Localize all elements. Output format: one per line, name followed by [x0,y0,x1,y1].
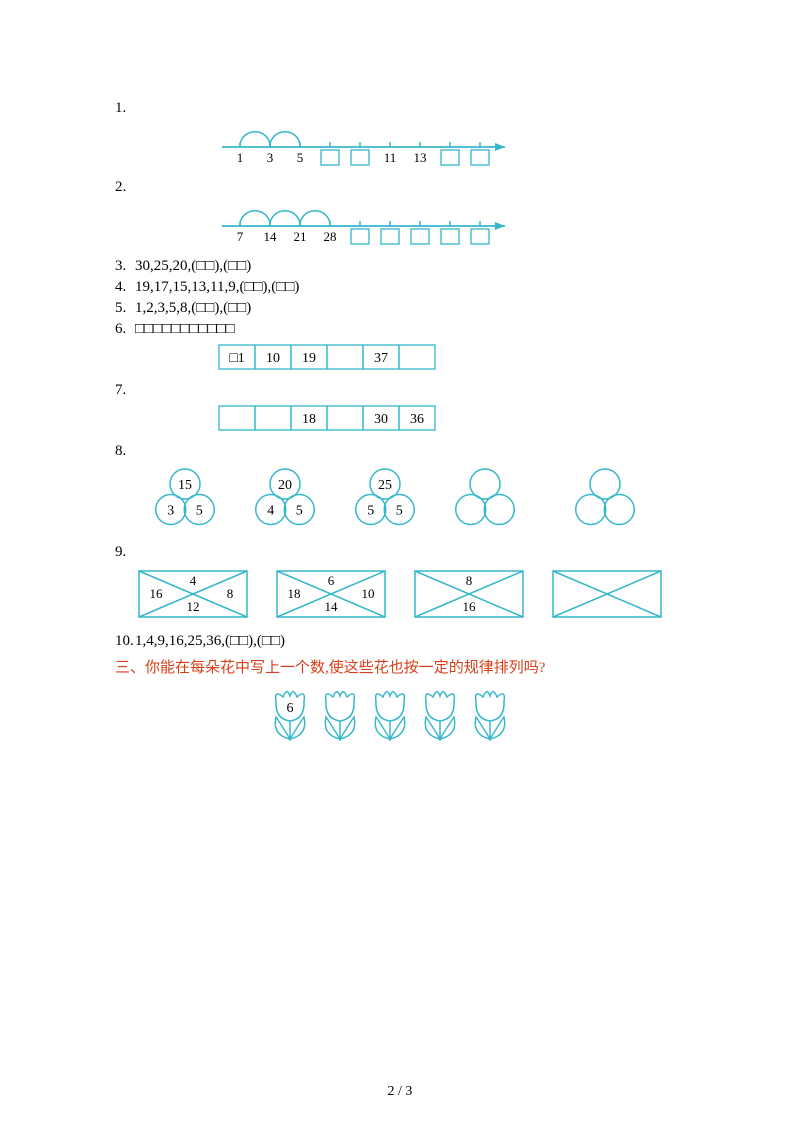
q10-num: 10. [115,633,135,650]
svg-text:□1: □1 [229,351,244,366]
svg-text:28: 28 [324,229,337,244]
svg-text:10: 10 [266,351,280,366]
section3-title: 三、你能在每朵花中写上一个数,使这些花也按一定的规律排列吗? [115,656,685,677]
q1-figure: 1351113 [215,121,685,169]
svg-text:15: 15 [178,478,192,493]
svg-text:11: 11 [384,150,397,165]
svg-text:4: 4 [267,504,274,519]
q6-text: □□□□□□□□□□□ [135,321,685,338]
q8-figure: 153520452555 [145,464,685,536]
q9-row: 9. [115,544,685,561]
svg-text:3: 3 [267,150,274,165]
svg-text:19: 19 [302,351,316,366]
q3-num: 3. [115,258,135,275]
svg-text:10: 10 [362,586,375,601]
q4-text: 19,17,15,13,11,9,(□□),(□□) [135,279,685,296]
svg-text:18: 18 [302,412,316,427]
svg-text:5: 5 [396,504,403,519]
section3-figure: 6 [265,683,685,753]
svg-text:4: 4 [190,573,197,588]
svg-text:12: 12 [187,599,200,614]
q2-num: 2. [115,179,135,196]
q7-figure: 18 30 36 [215,403,685,433]
q4-row: 4. 19,17,15,13,11,9,(□□),(□□) [115,279,685,296]
q2-row: 2. [115,179,685,196]
page-footer: 2 / 3 [0,1084,800,1100]
q1-num: 1. [115,100,135,117]
svg-text:6: 6 [328,573,335,588]
q10-text: 1,4,9,16,25,36,(□□),(□□) [135,633,685,650]
svg-text:21: 21 [294,229,307,244]
svg-text:5: 5 [297,150,304,165]
svg-text:16: 16 [463,599,477,614]
q7-num: 7. [115,382,135,399]
svg-text:20: 20 [278,478,292,493]
svg-text:14: 14 [264,229,278,244]
q4-num: 4. [115,279,135,296]
q9-figure: 4 12 16 8 6 14 18 10 8 16 [133,565,685,625]
q3-text: 30,25,20,(□□),(□□) [135,258,685,275]
q6-num: 6. [115,321,135,338]
svg-text:37: 37 [374,351,388,366]
svg-text:1: 1 [237,150,244,165]
q5-row: 5. 1,2,3,5,8,(□□),(□□) [115,300,685,317]
svg-text:13: 13 [414,150,427,165]
svg-text:6: 6 [287,701,294,716]
svg-text:8: 8 [227,586,234,601]
q3-row: 3. 30,25,20,(□□),(□□) [115,258,685,275]
q5-num: 5. [115,300,135,317]
q6-row: 6. □□□□□□□□□□□ [115,321,685,338]
svg-text:30: 30 [374,412,388,427]
svg-text:36: 36 [410,412,424,427]
q7-row: 7. [115,382,685,399]
svg-text:25: 25 [378,478,392,493]
q10-row: 10. 1,4,9,16,25,36,(□□),(□□) [115,633,685,650]
q9-num: 9. [115,544,135,561]
svg-text:14: 14 [325,599,339,614]
svg-text:5: 5 [196,504,203,519]
svg-text:8: 8 [466,573,473,588]
svg-text:18: 18 [288,586,301,601]
q5-text: 1,2,3,5,8,(□□),(□□) [135,300,685,317]
svg-text:5: 5 [367,504,374,519]
svg-text:7: 7 [237,229,244,244]
svg-text:16: 16 [150,586,164,601]
q2-figure: 7 14 21 28 [215,200,685,248]
q6-figure: □1 10 19 37 [215,342,685,372]
q8-num: 8. [115,443,135,460]
svg-text:5: 5 [296,504,303,519]
svg-text:3: 3 [167,504,174,519]
q1-row: 1. [115,100,685,117]
q8-row: 8. [115,443,685,460]
